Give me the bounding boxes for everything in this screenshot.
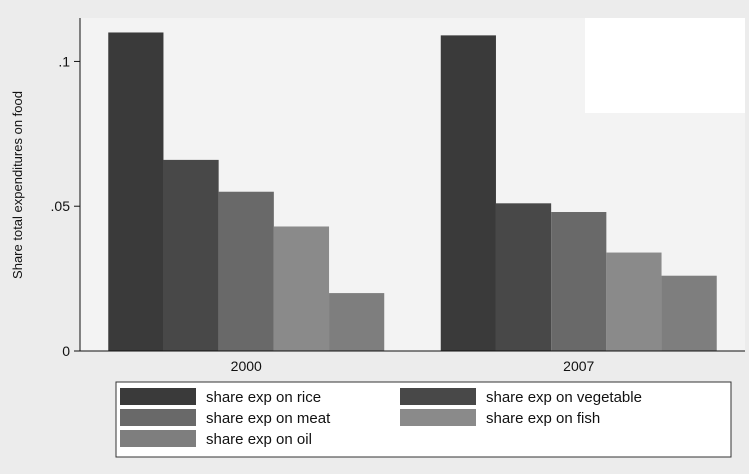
legend-swatch xyxy=(400,388,476,405)
legend-swatch xyxy=(120,430,196,447)
bar xyxy=(329,293,385,351)
bar xyxy=(495,203,552,351)
x-tick-label: 2000 xyxy=(231,358,262,374)
legend-swatch xyxy=(120,409,196,426)
legend-swatch xyxy=(120,388,196,405)
plot-area-highlight xyxy=(585,18,745,113)
bar xyxy=(661,275,717,351)
bars-group xyxy=(108,32,717,352)
legend-label: share exp on meat xyxy=(206,410,331,427)
bar xyxy=(108,32,164,351)
legend: share exp on rice share exp on vegetable s… xyxy=(115,381,732,458)
y-axis-label: Share total expenditures on food xyxy=(10,91,25,279)
legend-label: share exp on fish xyxy=(486,410,600,427)
bar xyxy=(163,159,219,351)
axes-group: 2000 2007 0 .05 .1 xyxy=(51,18,745,374)
bar xyxy=(218,191,274,351)
x-tick-label: 2007 xyxy=(563,358,594,374)
y-tick-label: .05 xyxy=(51,198,71,214)
legend-label: share exp on oil xyxy=(206,431,312,448)
y-tick-label: .1 xyxy=(58,53,70,69)
legend-swatch xyxy=(400,409,476,426)
legend-label: share exp on rice xyxy=(206,389,321,406)
bar xyxy=(551,212,607,351)
legend-label: share exp on vegetable xyxy=(486,389,642,406)
bar xyxy=(606,252,662,351)
bar xyxy=(440,35,496,352)
y-tick-label: 0 xyxy=(62,343,70,359)
bar xyxy=(273,226,330,351)
